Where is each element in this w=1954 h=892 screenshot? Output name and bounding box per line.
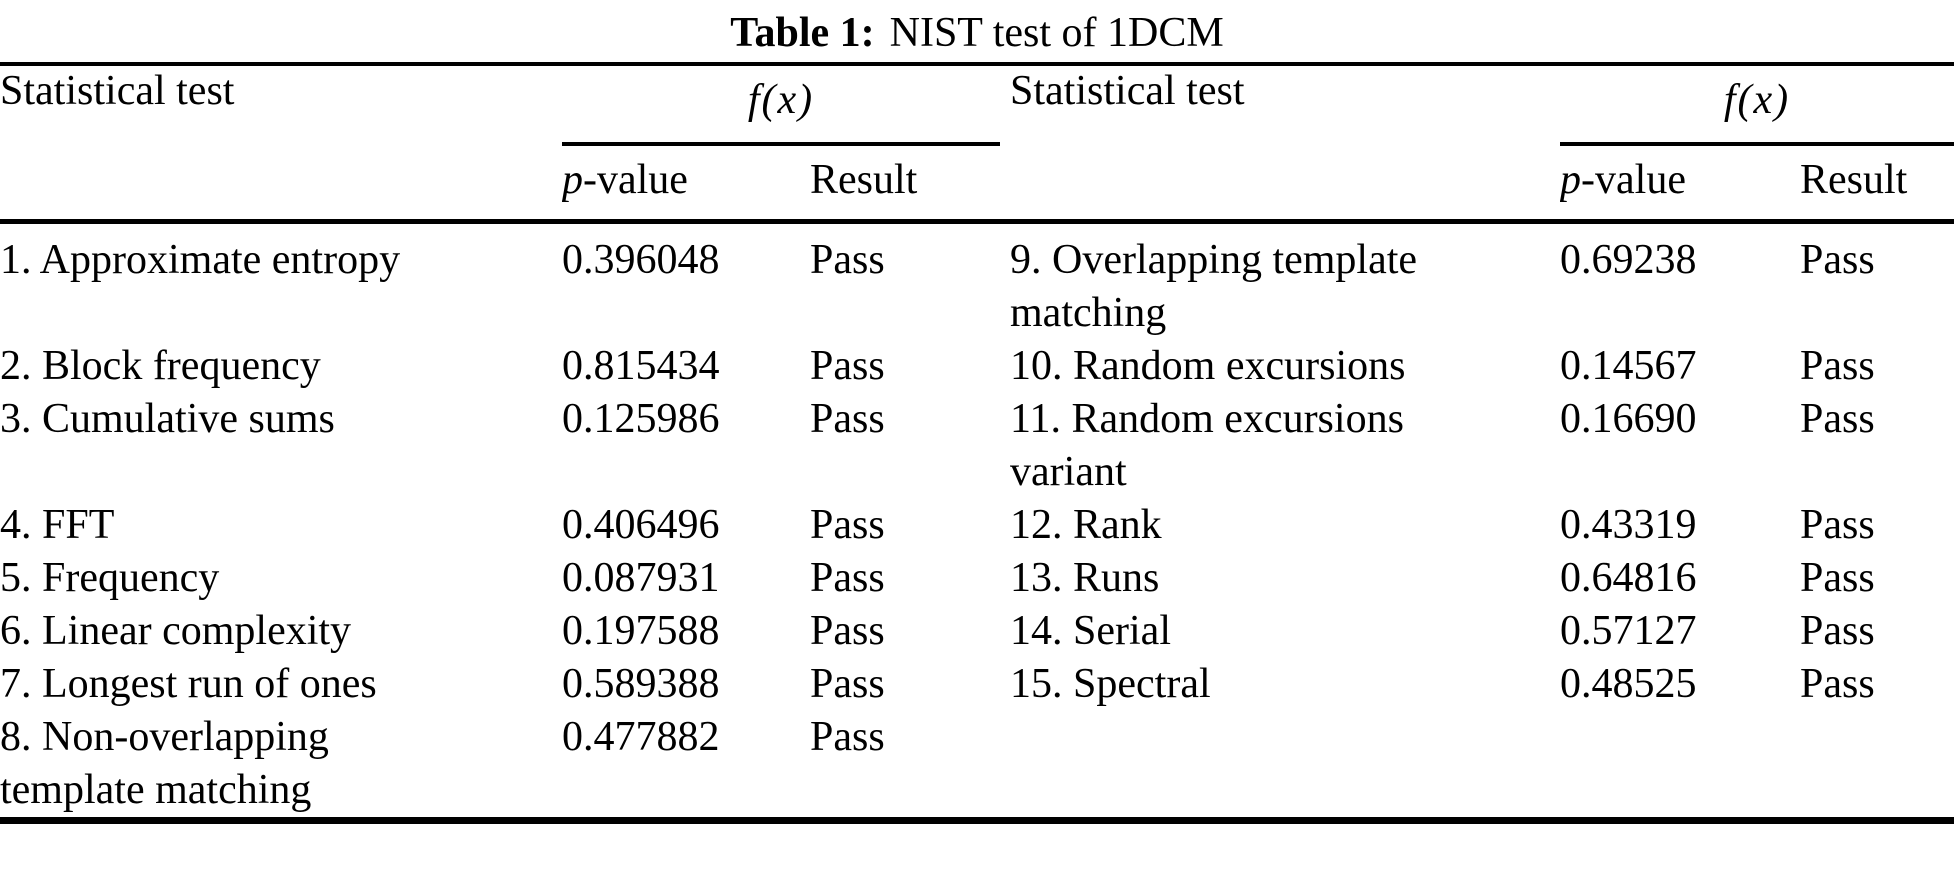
- p-value-cell: [1560, 711, 1801, 824]
- p-value-cell: 0.16690: [1560, 396, 1697, 442]
- header-spacer-right: [1010, 146, 1561, 224]
- p-value-cell: 0.589388: [562, 661, 720, 707]
- col-header-result-right: Result: [1800, 146, 1954, 224]
- header-spacer-left: [0, 146, 562, 224]
- test-name-cell: [1010, 711, 1561, 824]
- nist-test-table: Statistical test f(x) Statistical test f…: [0, 62, 1954, 824]
- test-name-cell: 9. Overlapping template matching: [1010, 237, 1418, 336]
- p-value-cell: 0.64816: [1560, 555, 1697, 601]
- col-header-p-value-right: p-value: [1560, 146, 1801, 224]
- fx-label-right: f(x): [1723, 77, 1791, 123]
- result-cell: Pass: [810, 502, 885, 548]
- fx-group-rule-right: f(x): [1560, 68, 1954, 146]
- test-name-cell: 2. Block frequency: [0, 343, 321, 389]
- result-cell: [1800, 711, 1954, 824]
- result-cell: Pass: [810, 237, 885, 283]
- result-cell: Pass: [1800, 502, 1875, 548]
- col-header-fx-left: f(x): [562, 62, 1011, 146]
- result-cell: Pass: [1800, 343, 1875, 389]
- fx-group-rule-left: f(x): [562, 68, 1001, 146]
- table-row: 7. Longest run of ones 0.589388 Pass 15.…: [0, 658, 1954, 711]
- table-caption-label: Table 1:: [730, 10, 875, 56]
- p-italic-left: p: [562, 157, 583, 203]
- result-cell: Pass: [810, 711, 1011, 824]
- p-value-cell: 0.197588: [562, 608, 720, 654]
- test-name-cell: 6. Linear complexity: [0, 608, 352, 654]
- table-caption-text: NIST test of 1DCM: [889, 10, 1224, 56]
- result-cell: Pass: [810, 396, 885, 442]
- col-header-stat-test-right: Statistical test: [1010, 62, 1561, 146]
- test-name-cell: 10. Random excursions: [1010, 343, 1406, 389]
- result-cell: Pass: [1800, 237, 1875, 283]
- col-header-p-value-left: p-value: [562, 146, 810, 224]
- result-cell: Pass: [1800, 396, 1875, 442]
- p-value-cell: 0.57127: [1560, 608, 1697, 654]
- result-cell: Pass: [1800, 661, 1875, 707]
- table-row: 1. Approximate entropy 0.396048 Pass 9. …: [0, 222, 1954, 341]
- test-name-cell: 14. Serial: [1010, 608, 1171, 654]
- col-header-fx-right: f(x): [1560, 62, 1954, 146]
- table-row: 8. Non-overlapping template matching 0.4…: [0, 711, 1954, 824]
- test-name-cell: 3. Cumulative sums: [0, 396, 335, 442]
- test-name-cell: 5. Frequency: [0, 555, 220, 601]
- header-row-subcolumns: p-value Result p-value Result: [0, 146, 1954, 224]
- result-cell: Pass: [810, 608, 885, 654]
- table-body: 1. Approximate entropy 0.396048 Pass 9. …: [0, 222, 1954, 824]
- p-value-cell: 0.125986: [562, 396, 720, 442]
- test-name-cell: 7. Longest run of ones: [0, 661, 377, 707]
- header-row-group: Statistical test f(x) Statistical test f…: [0, 62, 1954, 146]
- test-name-cell: 11. Random excursions variant: [1010, 396, 1404, 495]
- table-row: 5. Frequency 0.087931 Pass 13. Runs 0.64…: [0, 552, 1954, 605]
- table-caption: Table 1: NIST test of 1DCM: [0, 0, 1954, 62]
- result-cell: Pass: [810, 555, 885, 601]
- p-value-cell: 0.396048: [562, 237, 720, 283]
- test-name-cell: 8. Non-overlapping template matching: [0, 711, 562, 824]
- p-value-cell: 0.087931: [562, 555, 720, 601]
- test-name-cell: 4. FFT: [0, 502, 115, 548]
- table-row: 6. Linear complexity 0.197588 Pass 14. S…: [0, 605, 1954, 658]
- col-header-stat-test-left: Statistical test: [0, 62, 562, 146]
- p-rest-left: -value: [583, 157, 688, 203]
- table-row: 2. Block frequency 0.815434 Pass 10. Ran…: [0, 340, 1954, 393]
- col-header-result-left: Result: [810, 146, 1011, 224]
- result-cell: Pass: [1800, 555, 1875, 601]
- p-rest-right: -value: [1581, 157, 1686, 203]
- table-header: Statistical test f(x) Statistical test f…: [0, 62, 1954, 224]
- p-value-cell: 0.406496: [562, 502, 720, 548]
- p-value-cell: 0.477882: [562, 711, 810, 824]
- p-value-cell: 0.48525: [1560, 661, 1697, 707]
- table-row: 4. FFT 0.406496 Pass 12. Rank 0.43319 Pa…: [0, 499, 1954, 552]
- p-value-cell: 0.14567: [1560, 343, 1697, 389]
- fx-label-left: f(x): [747, 77, 815, 123]
- result-cell: Pass: [810, 343, 885, 389]
- p-value-cell: 0.69238: [1560, 237, 1697, 283]
- p-italic-right: p: [1560, 157, 1582, 203]
- test-name-cell: 15. Spectral: [1010, 661, 1211, 707]
- result-cell: Pass: [810, 661, 885, 707]
- result-cell: Pass: [1800, 608, 1875, 654]
- test-name-cell: 13. Runs: [1010, 555, 1160, 601]
- p-value-cell: 0.43319: [1560, 502, 1697, 548]
- p-value-cell: 0.815434: [562, 343, 720, 389]
- test-name-cell: 1. Approximate entropy: [0, 237, 401, 283]
- test-name-cell: 12. Rank: [1010, 502, 1162, 548]
- table-row: 3. Cumulative sums 0.125986 Pass 11. Ran…: [0, 393, 1954, 499]
